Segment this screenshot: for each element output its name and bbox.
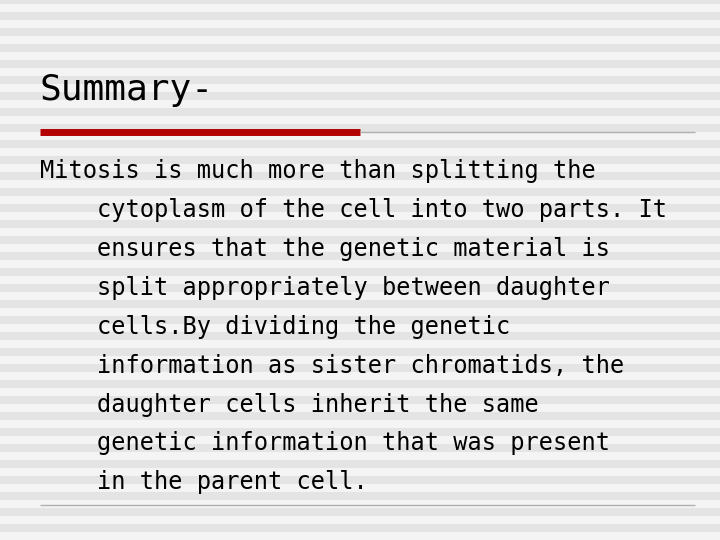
Bar: [0, 412, 720, 420]
Bar: [0, 92, 720, 100]
Bar: [0, 460, 720, 468]
Bar: [0, 76, 720, 84]
Bar: [0, 380, 720, 388]
Bar: [0, 124, 720, 132]
Bar: [0, 172, 720, 180]
Bar: [0, 364, 720, 372]
Bar: [0, 492, 720, 500]
Bar: [0, 284, 720, 292]
Bar: [0, 428, 720, 436]
Bar: [0, 140, 720, 148]
Text: daughter cells inherit the same: daughter cells inherit the same: [40, 393, 539, 416]
Bar: [0, 60, 720, 68]
Bar: [0, 444, 720, 452]
Bar: [0, 268, 720, 276]
Bar: [0, 508, 720, 516]
Bar: [0, 220, 720, 228]
Bar: [0, 316, 720, 324]
Bar: [0, 0, 720, 4]
Text: genetic information that was present: genetic information that was present: [40, 431, 610, 455]
Bar: [0, 524, 720, 532]
Bar: [0, 396, 720, 404]
Text: in the parent cell.: in the parent cell.: [40, 470, 367, 494]
Bar: [0, 108, 720, 116]
Text: split appropriately between daughter: split appropriately between daughter: [40, 276, 610, 300]
Text: Summary-: Summary-: [40, 73, 214, 107]
Bar: [0, 12, 720, 20]
Bar: [0, 44, 720, 52]
Bar: [0, 156, 720, 164]
Bar: [0, 476, 720, 484]
Bar: [0, 28, 720, 36]
Bar: [0, 188, 720, 196]
Text: Mitosis is much more than splitting the: Mitosis is much more than splitting the: [40, 159, 595, 183]
Bar: [0, 252, 720, 260]
Bar: [0, 300, 720, 308]
Text: cells.By dividing the genetic: cells.By dividing the genetic: [40, 315, 510, 339]
Bar: [0, 236, 720, 244]
Text: information as sister chromatids, the: information as sister chromatids, the: [40, 354, 624, 377]
Text: cytoplasm of the cell into two parts. It: cytoplasm of the cell into two parts. It: [40, 198, 667, 222]
Text: ensures that the genetic material is: ensures that the genetic material is: [40, 237, 610, 261]
Bar: [0, 204, 720, 212]
Bar: [0, 348, 720, 356]
Bar: [0, 332, 720, 340]
